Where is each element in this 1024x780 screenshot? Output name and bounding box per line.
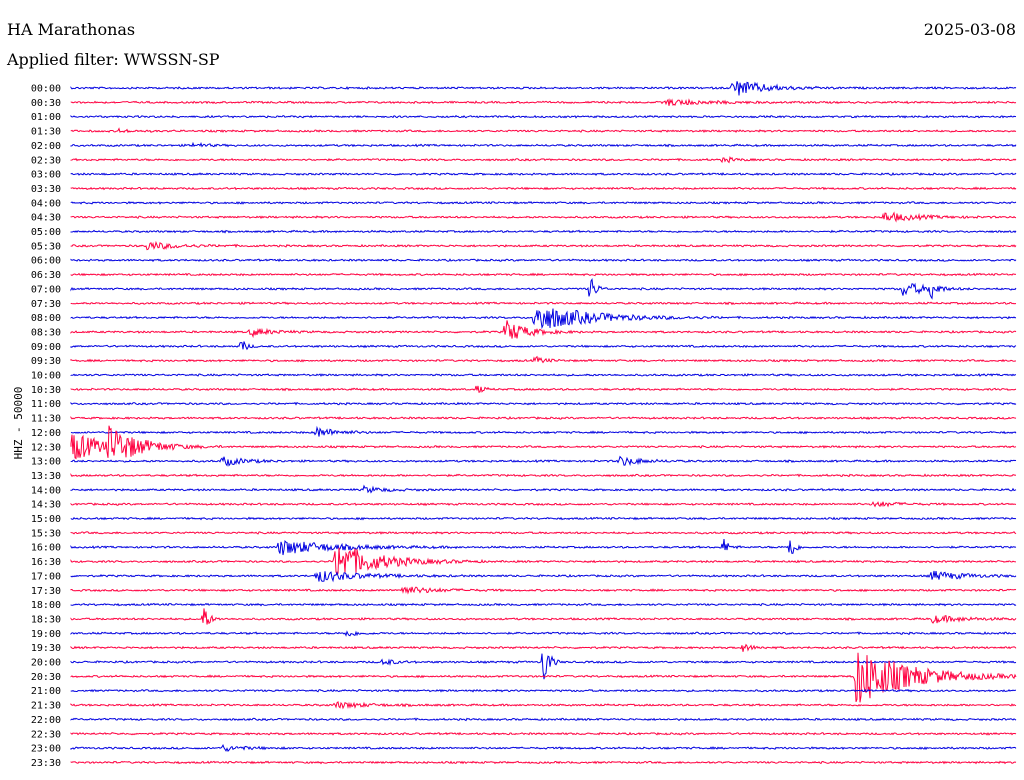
time-tick-label: 11:00 — [31, 399, 61, 410]
time-tick-label: 06:30 — [31, 270, 61, 281]
time-tick-label: 08:00 — [31, 313, 61, 324]
trace-line — [70, 81, 1017, 96]
trace-line — [70, 301, 1017, 306]
trace-line — [70, 141, 1017, 148]
time-tick-label: 09:30 — [31, 356, 61, 367]
time-tick-label: 00:00 — [31, 84, 61, 95]
time-tick-label: 15:30 — [31, 528, 61, 539]
time-tick-label: 11:30 — [31, 414, 61, 425]
trace-line — [70, 501, 1017, 508]
trace-line — [70, 530, 1017, 535]
trace-line — [70, 643, 1017, 652]
trace-line — [70, 127, 1017, 134]
time-tick-label: 16:00 — [31, 543, 61, 554]
time-tick-label: 10:00 — [31, 371, 61, 382]
trace-line — [70, 155, 1017, 164]
trace-line — [70, 630, 1017, 637]
time-tick-label: 20:00 — [31, 658, 61, 669]
time-tick-label: 13:00 — [31, 457, 61, 468]
trace-line — [70, 98, 1017, 106]
trace-line — [70, 472, 1017, 478]
trace-line — [70, 717, 1017, 722]
trace-line — [70, 455, 1017, 467]
time-tick-label: 04:00 — [31, 198, 61, 209]
trace-line — [70, 539, 1017, 556]
trace-line — [70, 240, 1017, 251]
time-tick-label: 04:30 — [31, 213, 61, 224]
time-tick-label: 18:30 — [31, 614, 61, 625]
filter-label: Applied filter: WWSSN-SP — [7, 50, 220, 69]
time-tick-label: 05:00 — [31, 227, 61, 238]
time-tick-label: 14:00 — [31, 485, 61, 496]
trace-line — [70, 425, 1017, 460]
trace-line — [70, 760, 1017, 765]
time-tick-label: 07:00 — [31, 284, 61, 295]
trace-line — [70, 211, 1017, 223]
time-tick-label: 19:30 — [31, 643, 61, 654]
time-tick-label: 23:30 — [31, 758, 61, 769]
station-title: HA Marathonas — [7, 20, 136, 39]
trace-line — [70, 355, 1016, 364]
time-tick-label: 18:00 — [31, 600, 61, 611]
time-tick-label: 21:00 — [31, 686, 61, 697]
trace-line — [70, 700, 1017, 710]
time-tick-label: 17:00 — [31, 571, 61, 582]
time-tick-label: 08:30 — [31, 327, 61, 338]
date-label: 2025-03-08 — [923, 20, 1016, 39]
time-tick-label: 02:00 — [31, 141, 61, 152]
trace-line — [70, 341, 1017, 351]
trace-line — [70, 602, 1017, 607]
trace-line — [70, 547, 1017, 576]
time-tick-label: 01:00 — [31, 112, 61, 123]
time-tick-label: 21:30 — [31, 701, 61, 712]
trace-line — [70, 278, 1017, 300]
time-tick-label: 10:30 — [31, 385, 61, 396]
time-tick-label: 09:00 — [31, 342, 61, 353]
time-tick-label: 12:30 — [31, 442, 61, 453]
time-tick-label: 01:30 — [31, 127, 61, 138]
time-tick-label: 16:30 — [31, 557, 61, 568]
time-tick-label: 22:30 — [31, 729, 61, 740]
trace-line — [70, 688, 1017, 693]
time-tick-label: 12:00 — [31, 428, 61, 439]
trace-line — [70, 258, 1017, 263]
time-tick-label: 02:30 — [31, 155, 61, 166]
trace-line — [70, 516, 1017, 521]
time-tick-label: 17:30 — [31, 586, 61, 597]
trace-line — [70, 586, 1017, 595]
time-tick-label: 05:30 — [31, 241, 61, 252]
time-tick-label: 07:30 — [31, 299, 61, 310]
time-tick-label: 19:00 — [31, 629, 61, 640]
trace-line — [70, 373, 1016, 377]
trace-line — [70, 320, 1017, 339]
trace-line — [70, 200, 1017, 205]
trace-line — [70, 652, 1017, 703]
time-tick-label: 03:00 — [31, 170, 61, 181]
time-tick-label: 00:30 — [31, 98, 61, 109]
time-tick-label: 20:30 — [31, 672, 61, 683]
trace-line — [70, 401, 1017, 406]
time-tick-label: 14:30 — [31, 500, 61, 511]
trace-line — [70, 229, 1017, 234]
trace-line — [70, 484, 1017, 494]
trace-line — [70, 114, 1017, 119]
trace-line — [70, 425, 1017, 437]
time-tick-label: 06:00 — [31, 256, 61, 267]
trace-line — [70, 731, 1017, 736]
trace-line — [70, 744, 1017, 753]
time-tick-label: 22:00 — [31, 715, 61, 726]
time-tick-label: 15:00 — [31, 514, 61, 525]
time-tick-label: 13:30 — [31, 471, 61, 482]
trace-line — [70, 385, 1017, 393]
trace-line — [70, 570, 1017, 583]
trace-line — [70, 272, 1017, 277]
trace-line — [70, 172, 1017, 177]
time-tick-label: 03:30 — [31, 184, 61, 195]
time-tick-label: 23:00 — [31, 744, 61, 755]
trace-line — [70, 186, 1017, 191]
trace-line — [70, 415, 1017, 420]
trace-line — [70, 308, 1017, 330]
trace-line — [70, 608, 1017, 625]
